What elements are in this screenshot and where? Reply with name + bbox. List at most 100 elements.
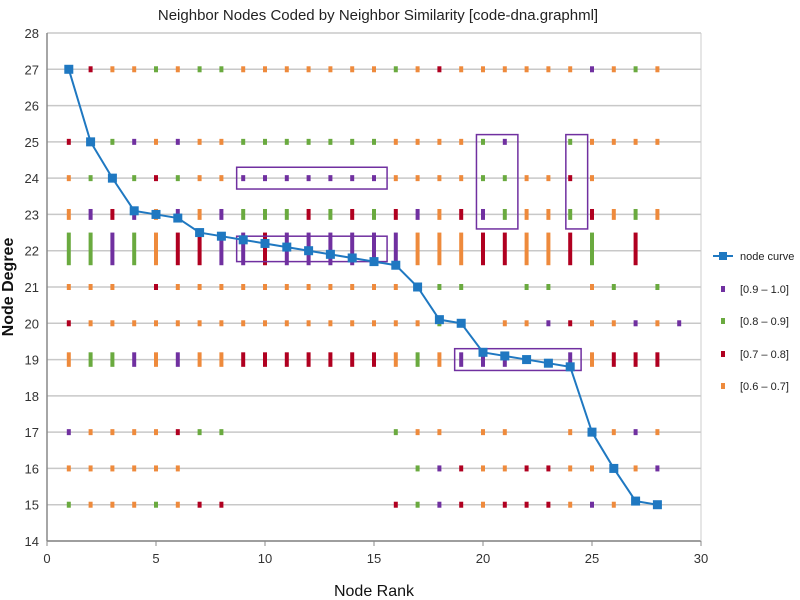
- neighbor-point: [154, 320, 158, 327]
- neighbor-point: [88, 284, 93, 290]
- neighbor-point: [655, 465, 660, 472]
- neighbor-bar: [524, 232, 529, 266]
- neighbor-point: [655, 284, 660, 290]
- neighbor-point: [393, 175, 398, 182]
- neighbor-point: [154, 501, 158, 508]
- node-curve-point: [500, 351, 510, 361]
- neighbor-point: [502, 66, 507, 73]
- y-tick-label: 18: [25, 389, 39, 404]
- node-curve-point: [456, 318, 466, 328]
- neighbor-point: [655, 138, 660, 145]
- neighbor-point: [524, 175, 529, 182]
- neighbor-point: [524, 284, 529, 290]
- node-curve-point: [282, 242, 292, 252]
- neighbor-point: [415, 501, 420, 508]
- x-tick-label: 5: [152, 551, 159, 566]
- node-curve-point: [260, 238, 270, 248]
- neighbor-point: [197, 429, 202, 436]
- neighbor-point: [110, 429, 115, 436]
- neighbor-point: [284, 138, 289, 145]
- neighbor-point: [197, 501, 202, 508]
- neighbor-bar: [568, 352, 573, 367]
- neighbor-point: [175, 320, 180, 327]
- neighbor-bar: [459, 232, 464, 266]
- neighbor-bar: [372, 352, 376, 367]
- neighbor-point: [393, 138, 398, 145]
- neighbor-point: [481, 501, 485, 508]
- neighbor-point: [110, 284, 115, 290]
- neighbor-point: [154, 465, 158, 472]
- neighbor-bar: [284, 208, 289, 220]
- neighbor-point: [611, 284, 616, 290]
- chart-title: Neighbor Nodes Coded by Neighbor Similar…: [158, 7, 598, 24]
- neighbor-point: [197, 138, 202, 145]
- neighbor-point: [611, 138, 616, 145]
- neighbor-point: [110, 501, 115, 508]
- neighbor-bar: [633, 232, 638, 266]
- neighbor-point: [175, 465, 180, 472]
- neighbor-bar: [328, 208, 333, 220]
- node-curve-point: [129, 206, 139, 216]
- neighbor-point: [437, 501, 442, 508]
- neighbor-bar: [437, 352, 442, 367]
- node-curve-point: [325, 249, 335, 259]
- neighbor-bar: [328, 352, 333, 367]
- x-tick-label: 30: [694, 551, 708, 566]
- node-curve-point: [195, 228, 205, 238]
- neighbor-bar: [481, 208, 485, 220]
- neighbor-point: [154, 138, 158, 145]
- neighbor-point: [197, 175, 202, 182]
- neighbor-point: [263, 320, 267, 327]
- neighbor-point: [175, 175, 180, 182]
- neighbor-bar: [350, 232, 355, 266]
- neighbor-bar: [372, 232, 376, 266]
- neighbor-point: [241, 175, 246, 182]
- neighbor-point: [546, 465, 551, 472]
- neighbor-point: [677, 320, 682, 327]
- node-curve-point: [107, 173, 117, 183]
- neighbor-point: [611, 320, 616, 327]
- neighbor-point: [241, 284, 246, 290]
- highlight-box: [565, 133, 589, 230]
- x-axis-label: Node Rank: [334, 583, 415, 600]
- neighbor-point: [197, 320, 202, 327]
- neighbor-point: [415, 138, 420, 145]
- neighbor-point: [393, 429, 398, 436]
- neighbor-point: [481, 429, 485, 436]
- neighbor-point: [154, 66, 158, 73]
- legend-label: [0.8 – 0.9]: [740, 316, 789, 328]
- neighbor-point: [459, 175, 464, 182]
- x-tick-label: 10: [258, 551, 272, 566]
- neighbor-point: [110, 138, 115, 145]
- node-curve-point: [347, 253, 357, 263]
- neighbor-point: [568, 175, 573, 182]
- neighbor-point: [393, 284, 398, 290]
- neighbor-point: [197, 66, 202, 73]
- neighbor-point: [241, 320, 246, 327]
- neighbor-bar: [459, 208, 464, 220]
- neighbor-point: [568, 138, 573, 145]
- neighbor-point: [175, 66, 180, 73]
- neighbor-point: [154, 429, 158, 436]
- neighbor-point: [655, 66, 660, 73]
- neighbor-bar: [350, 352, 355, 367]
- neighbor-point: [350, 66, 355, 73]
- neighbor-point: [415, 320, 420, 327]
- neighbor-point: [546, 320, 551, 327]
- neighbor-point: [633, 138, 638, 145]
- neighbor-bar: [88, 352, 93, 367]
- neighbor-point: [481, 66, 485, 73]
- neighbor-bar: [197, 232, 202, 266]
- neighbor-point: [655, 429, 660, 436]
- neighbor-point: [263, 138, 267, 145]
- neighbor-bar: [502, 232, 507, 266]
- neighbor-point: [372, 320, 376, 327]
- y-tick-label: 14: [25, 534, 39, 549]
- node-curve-point: [543, 358, 553, 368]
- neighbor-point: [633, 66, 638, 73]
- legend-label: node curve: [740, 251, 794, 263]
- neighbor-point: [175, 138, 180, 145]
- neighbor-point: [524, 501, 529, 508]
- neighbor-point: [524, 320, 529, 327]
